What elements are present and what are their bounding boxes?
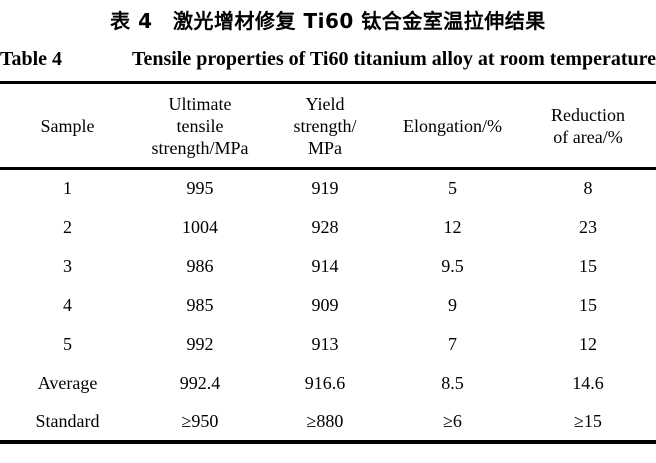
table-cell: ≥15 xyxy=(574,410,602,431)
table-cell: Average xyxy=(37,372,98,393)
table-cell: 913 xyxy=(311,333,339,354)
table-cell: 916.6 xyxy=(304,372,346,393)
table-cell: ≥6 xyxy=(443,410,462,431)
table-cell: ≥880 xyxy=(306,410,344,431)
table-row-average: Average 992.4 916.6 8.5 14.6 xyxy=(0,364,656,403)
table-caption-label: Table 4 xyxy=(0,48,63,70)
table-cell: 5 xyxy=(63,333,72,354)
table-row-sample-2: 2 1004 928 12 23 xyxy=(0,208,656,247)
table-cell: 9.5 xyxy=(441,255,464,276)
table-header: Sample Ultimate tensile strength/MPa Yie… xyxy=(0,83,656,169)
table-cell: Standard xyxy=(35,410,100,431)
table-body: 1 995 919 5 8 2 1004 928 12 23 3 986 914… xyxy=(0,169,656,442)
table-cell: 8.5 xyxy=(441,372,464,393)
column-header-sample: Sample xyxy=(40,116,95,136)
table-cell: 992.4 xyxy=(179,372,221,393)
table-row-sample-1: 1 995 919 5 8 xyxy=(0,169,656,208)
column-header-elongation: Elongation/% xyxy=(403,116,502,136)
table-cell: 909 xyxy=(311,294,339,315)
column-header-yield-strength: Yield strength/ MPa xyxy=(293,94,357,158)
column-header-reduction-of-area: Reduction of area/% xyxy=(551,105,625,147)
table-cell: 992 xyxy=(186,333,214,354)
table-caption-english: Table 4 Tensile properties of Ti60 titan… xyxy=(0,46,656,72)
table-cell: 4 xyxy=(63,294,72,315)
table-cell: 15 xyxy=(579,294,597,315)
table-cell: 2 xyxy=(63,216,72,237)
table-cell: 3 xyxy=(63,255,72,276)
table-row-sample-4: 4 985 909 9 15 xyxy=(0,286,656,325)
table-row-standard: Standard ≥950 ≥880 ≥6 ≥15 xyxy=(0,403,656,442)
table-cell: 14.6 xyxy=(572,372,604,393)
table-cell: 12 xyxy=(443,216,462,237)
table-cell: 919 xyxy=(311,178,339,199)
table-cell: 995 xyxy=(186,178,214,199)
table-cell: 986 xyxy=(186,255,214,276)
table-cell: ≥950 xyxy=(181,410,219,431)
table-cell: 1004 xyxy=(182,216,218,237)
table-caption-text: Tensile properties of Ti60 titanium allo… xyxy=(131,48,656,70)
table-row-sample-3: 3 986 914 9.5 15 xyxy=(0,247,656,286)
header-row: Sample Ultimate tensile strength/MPa Yie… xyxy=(0,83,656,169)
table-cell: 7 xyxy=(448,333,457,354)
table-cell: 8 xyxy=(583,178,593,199)
table-caption-chinese: 表 4 激光增材修复 Ti60 钛合金室温拉伸结果 xyxy=(110,9,546,33)
tensile-properties-table: Sample Ultimate tensile strength/MPa Yie… xyxy=(0,81,656,444)
table-cell: 985 xyxy=(186,294,214,315)
table-cell: 9 xyxy=(448,294,457,315)
table-cell: 928 xyxy=(311,216,339,237)
table-cell: 914 xyxy=(311,255,339,276)
table-cell: 15 xyxy=(579,255,597,276)
table-cell: 5 xyxy=(448,178,457,199)
column-header-ultimate-tensile-strength: Ultimate tensile strength/MPa xyxy=(151,94,249,158)
table-row-sample-5: 5 992 913 7 12 xyxy=(0,325,656,364)
table-cell: 12 xyxy=(579,333,597,354)
table-cell: 23 xyxy=(579,216,597,237)
table-cell: 1 xyxy=(63,178,72,199)
